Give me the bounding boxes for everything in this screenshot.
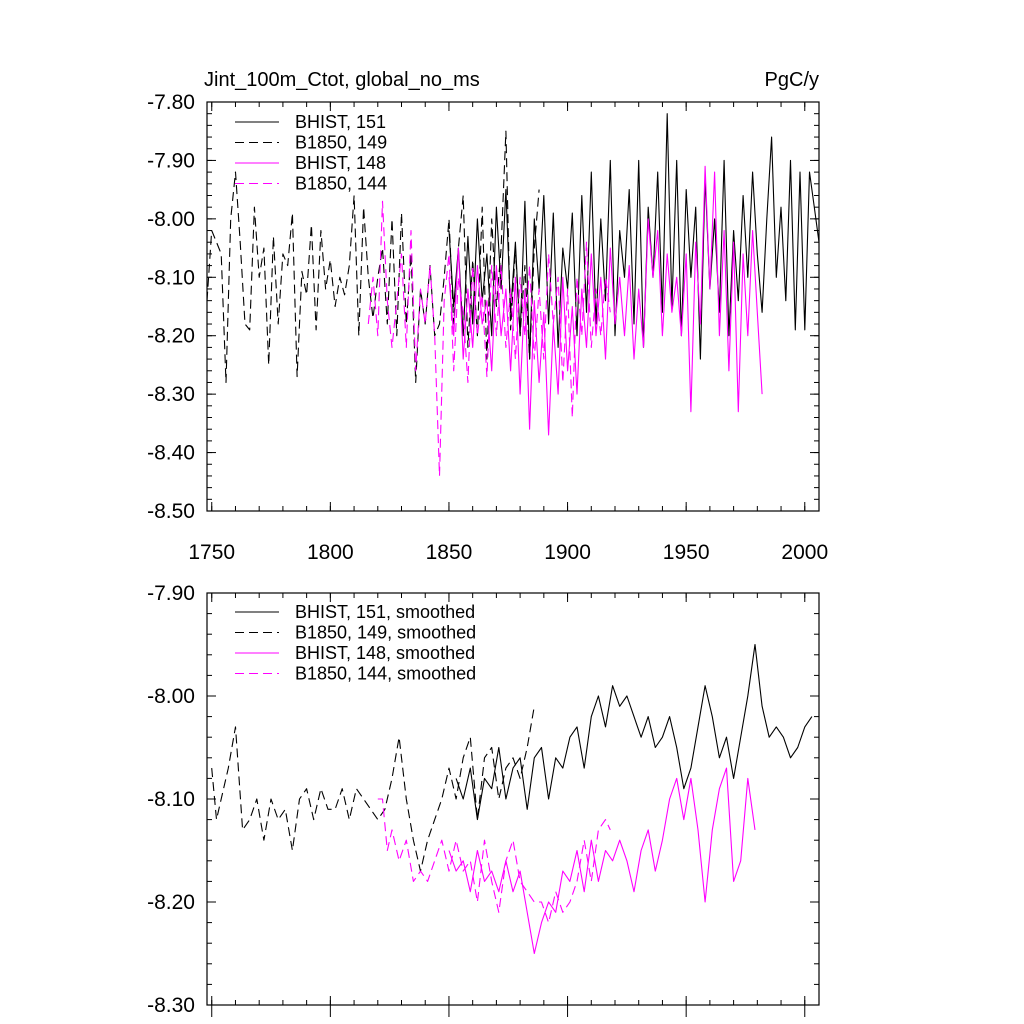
y-tick-label: -8.20 (147, 891, 195, 914)
series-line-1 (211, 706, 535, 872)
legend-label: BHIST, 148, smoothed (295, 643, 475, 663)
bottom-series-group (211, 643, 813, 955)
x-tick-label: 1800 (307, 541, 354, 564)
chart-title: Jint_100m_Ctot, global_no_ms (204, 69, 480, 91)
top-panel: -7.80 -7.90 -8.00 -8.10 -8.20 -8.30 -8.40 -8.50… (147, 69, 828, 564)
y-tick-label: -8.50 (147, 500, 195, 523)
x-tick-label: 1750 (188, 541, 235, 564)
y-tick-label: -8.30 (147, 383, 195, 406)
legend-label: BHIST, 148 (295, 153, 386, 173)
top-plot-frame (206, 101, 820, 512)
bottom-plot-frame (206, 592, 820, 1006)
series-line-3 (367, 200, 611, 477)
legend-label: B1850, 144, smoothed (295, 664, 476, 684)
series-line-2 (448, 767, 756, 955)
x-tick-label: 1900 (544, 541, 591, 564)
x-tick-label: 1850 (426, 541, 473, 564)
bottom-axis-ticks: -7.90 -8.00 -8.10 -8.20 -8.30 (147, 582, 819, 1017)
y-tick-label: -8.10 (147, 788, 195, 811)
legend-label: B1850, 144 (295, 174, 387, 194)
units-label: PgC/y (765, 69, 819, 91)
bottom-panel: -7.90 -8.00 -8.10 -8.20 -8.30 BHIST, 151, sm… (147, 582, 820, 1017)
top-series-group (206, 113, 820, 477)
y-tick-label: -7.90 (147, 149, 195, 172)
y-tick-label: -7.90 (147, 582, 195, 605)
legend-label: B1850, 149, smoothed (295, 623, 476, 643)
y-tick-label: -7.80 (147, 91, 195, 114)
x-tick-label: 2000 (781, 541, 828, 564)
y-tick-label: -8.10 (147, 266, 195, 289)
legend-label: BHIST, 151, smoothed (295, 602, 475, 622)
y-tick-label: -8.30 (147, 994, 195, 1017)
y-tick-label: -8.20 (147, 325, 195, 348)
legend-label: B1850, 149 (295, 133, 387, 153)
y-tick-label: -8.40 (147, 442, 195, 465)
series-line-1 (206, 130, 540, 384)
series-line-3 (377, 798, 611, 924)
series-line-2 (448, 165, 763, 436)
legend-label: BHIST, 151 (295, 112, 386, 132)
y-tick-label: -8.00 (147, 685, 195, 708)
x-tick-label: 1950 (663, 541, 710, 564)
top-axis-ticks: -7.80 -7.90 -8.00 -8.10 -8.20 -8.30 -8.40 -8.50… (147, 91, 828, 564)
y-tick-label: -8.00 (147, 208, 195, 231)
